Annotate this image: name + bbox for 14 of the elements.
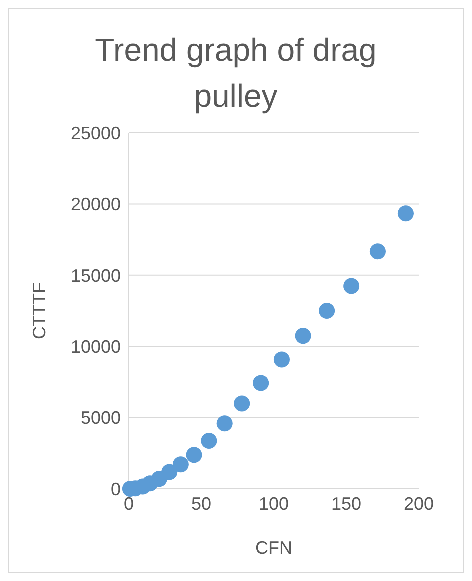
x-axis-title: CFN bbox=[256, 538, 292, 558]
y-tick-label: 5000 bbox=[80, 408, 121, 428]
x-tick-label: 50 bbox=[191, 494, 212, 514]
y-axis-title: CTTTF bbox=[29, 282, 50, 340]
y-tick-label: 10000 bbox=[70, 336, 121, 357]
chart-title: Trend graph of drag pulley bbox=[94, 31, 378, 116]
y-tick-label: 20000 bbox=[70, 194, 121, 215]
x-tick-label: 150 bbox=[331, 494, 362, 514]
y-tick-label: 25000 bbox=[70, 123, 121, 144]
y-tick-label: 15000 bbox=[70, 266, 121, 286]
x-tick-label: 100 bbox=[258, 494, 290, 514]
x-tick-label: 0 bbox=[124, 494, 134, 514]
x-tick-label: 200 bbox=[404, 494, 434, 514]
y-tick-label: 0 bbox=[110, 479, 121, 500]
